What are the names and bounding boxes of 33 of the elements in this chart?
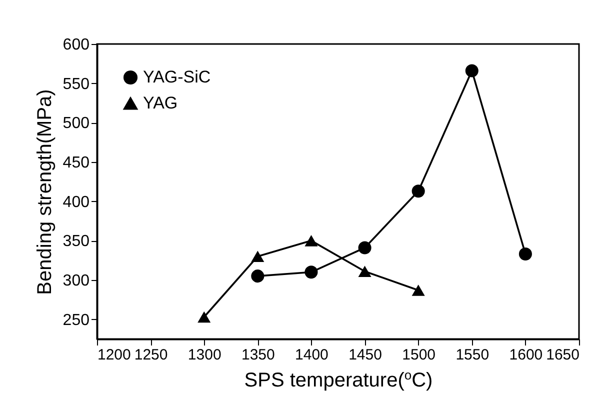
y-tick-label: 500 (62, 115, 90, 132)
point (518, 248, 532, 261)
point (251, 270, 264, 283)
x-tick-label: 1300 (188, 346, 222, 364)
point (412, 284, 425, 296)
y-tick-label: 250 (62, 312, 90, 329)
y-tick-label: 400 (62, 194, 90, 211)
y-tick-label: 600 (62, 36, 90, 54)
point (465, 64, 478, 78)
legend-label: YAG (143, 94, 178, 112)
y-tick-label: 350 (62, 233, 90, 250)
x-tick-label: 1550 (456, 346, 490, 364)
point (412, 184, 425, 198)
point (198, 311, 211, 323)
x-tick-label: 1200 (98, 346, 131, 364)
point (304, 266, 318, 279)
x-tick-label: 1400 (295, 346, 328, 364)
x-tick-label: 1600 (509, 346, 543, 364)
point (251, 250, 264, 262)
x-tick-label: 1650 (546, 346, 580, 364)
y-axis-title: Bending strength(MPa) (34, 89, 56, 295)
legend-label: YAG-SiC (143, 68, 211, 86)
x-tick-label: 1350 (241, 346, 275, 364)
point (358, 266, 372, 277)
x-axis-title: SPS temperature($^{o}$C) (244, 367, 433, 392)
y-tick-label: 300 (62, 272, 90, 290)
point (304, 235, 318, 246)
point (358, 241, 372, 254)
y-tick-label: 450 (62, 154, 90, 172)
y-tick-label: 550 (62, 76, 90, 93)
x-tick-label: 1250 (134, 346, 168, 364)
x-tick-label: 1500 (402, 346, 436, 364)
x-tick-label: 1450 (348, 346, 382, 364)
